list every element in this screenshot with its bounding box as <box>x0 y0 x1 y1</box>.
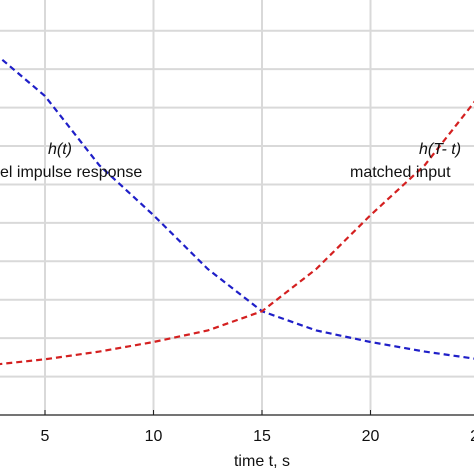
x-tick-label: 15 <box>253 428 271 445</box>
series-label: h(T- t) <box>419 141 461 158</box>
x-tick-label: 10 <box>145 428 163 445</box>
line-series <box>0 100 474 366</box>
series-label: h(t) <box>48 141 72 158</box>
line-series <box>0 56 474 360</box>
annotation: el impulse response <box>0 164 142 181</box>
x-tick-label: 20 <box>362 428 380 445</box>
x-axis-label: time t, s <box>234 453 290 470</box>
x-tick-label: 5 <box>41 428 50 445</box>
annotation: matched input <box>350 164 451 181</box>
x-tick-label: 25 <box>470 428 474 445</box>
